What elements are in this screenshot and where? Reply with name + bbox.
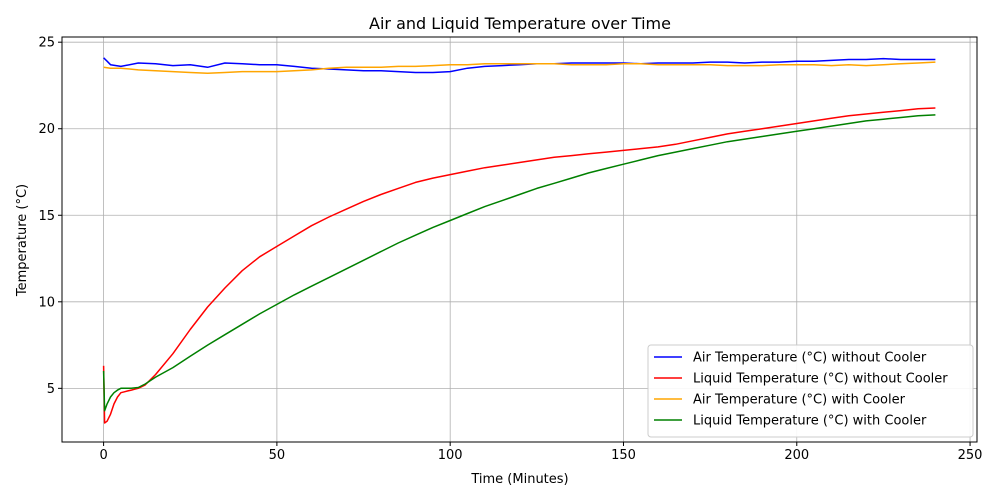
plot-area bbox=[61, 36, 978, 443]
legend-label: Liquid Temperature (°C) with Cooler bbox=[693, 414, 927, 429]
x-tick-label: 200 bbox=[784, 448, 809, 463]
y-tick-label: 5 bbox=[47, 382, 55, 397]
x-tick-label: 50 bbox=[269, 448, 286, 463]
x-tick-label: 250 bbox=[958, 448, 983, 463]
series-line-1 bbox=[103, 57, 936, 74]
x-axis-ticks: 0 50 100 150 200 250 bbox=[99, 442, 982, 463]
legend-label: Air Temperature (°C) with Cooler bbox=[693, 393, 906, 408]
y-tick-label: 10 bbox=[38, 295, 55, 310]
series-line-2 bbox=[102, 107, 936, 424]
chart-title: Air and Liquid Temperature over Time bbox=[369, 14, 671, 33]
series-lines bbox=[102, 57, 936, 424]
legend-label: Liquid Temperature (°C) without Cooler bbox=[693, 372, 948, 387]
legend: Air Temperature (°C) without Cooler Liqui… bbox=[647, 344, 974, 438]
y-tick-label: 20 bbox=[38, 122, 55, 137]
y-tick-label: 15 bbox=[38, 209, 55, 224]
y-axis-label: Temperature (°C) bbox=[15, 184, 30, 297]
y-axis-ticks: 5 10 15 20 25 bbox=[38, 36, 62, 397]
grid bbox=[62, 37, 977, 442]
x-tick-label: 100 bbox=[438, 448, 463, 463]
plot-frame bbox=[61, 36, 978, 443]
y-tick-label: 25 bbox=[38, 36, 55, 51]
legend-label: Air Temperature (°C) without Cooler bbox=[693, 351, 927, 366]
x-tick-label: 150 bbox=[611, 448, 636, 463]
legend-entries: Air Temperature (°C) without Cooler Liqui… bbox=[654, 351, 948, 429]
x-tick-label: 0 bbox=[99, 448, 107, 463]
series-line-3 bbox=[103, 61, 936, 75]
x-axis-label: Time (Minutes) bbox=[470, 472, 568, 487]
series-line-4 bbox=[102, 114, 936, 412]
legend-box bbox=[647, 344, 974, 438]
